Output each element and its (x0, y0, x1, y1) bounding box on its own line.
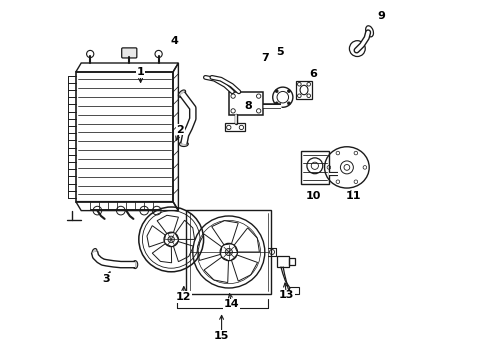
Ellipse shape (133, 261, 138, 269)
Text: 3: 3 (102, 274, 110, 284)
Text: 1: 1 (137, 67, 145, 77)
Text: 15: 15 (214, 330, 229, 341)
Text: 13: 13 (279, 290, 294, 300)
Text: 11: 11 (345, 191, 361, 201)
Circle shape (275, 90, 278, 93)
Circle shape (288, 90, 291, 93)
Text: 2: 2 (176, 125, 184, 135)
Text: 10: 10 (306, 191, 321, 201)
Ellipse shape (178, 90, 186, 97)
Ellipse shape (179, 141, 188, 147)
Circle shape (275, 102, 278, 105)
Text: 7: 7 (261, 53, 269, 63)
Ellipse shape (92, 248, 97, 256)
Text: 12: 12 (176, 292, 192, 302)
Text: 4: 4 (171, 36, 179, 46)
Circle shape (288, 102, 291, 105)
Circle shape (225, 248, 232, 256)
Text: 8: 8 (245, 101, 252, 111)
Text: 5: 5 (276, 47, 284, 57)
Text: 6: 6 (310, 69, 318, 79)
Text: 14: 14 (224, 299, 240, 309)
Circle shape (168, 236, 174, 243)
Text: 9: 9 (377, 11, 385, 21)
FancyBboxPatch shape (122, 48, 137, 58)
